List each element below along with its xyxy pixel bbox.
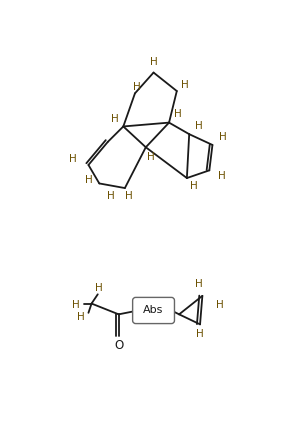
Text: H: H xyxy=(181,80,188,90)
Text: H: H xyxy=(150,57,157,67)
Text: H: H xyxy=(216,300,224,310)
Text: H: H xyxy=(96,283,103,293)
Text: H: H xyxy=(125,191,133,201)
Text: Abs: Abs xyxy=(143,306,164,315)
Text: H: H xyxy=(218,171,226,181)
Text: H: H xyxy=(85,176,92,185)
Text: H: H xyxy=(77,312,85,322)
Text: O: O xyxy=(114,340,123,352)
Text: H: H xyxy=(107,191,115,201)
Text: H: H xyxy=(190,181,198,191)
Text: H: H xyxy=(219,132,227,142)
Text: H: H xyxy=(111,114,119,124)
Text: H: H xyxy=(147,152,154,162)
Text: H: H xyxy=(69,154,77,164)
FancyBboxPatch shape xyxy=(133,298,174,323)
Text: H: H xyxy=(195,121,202,131)
Text: H: H xyxy=(72,300,80,310)
Text: H: H xyxy=(133,82,140,92)
Text: H: H xyxy=(174,109,181,119)
Text: H: H xyxy=(195,279,202,289)
Text: H: H xyxy=(196,329,204,339)
